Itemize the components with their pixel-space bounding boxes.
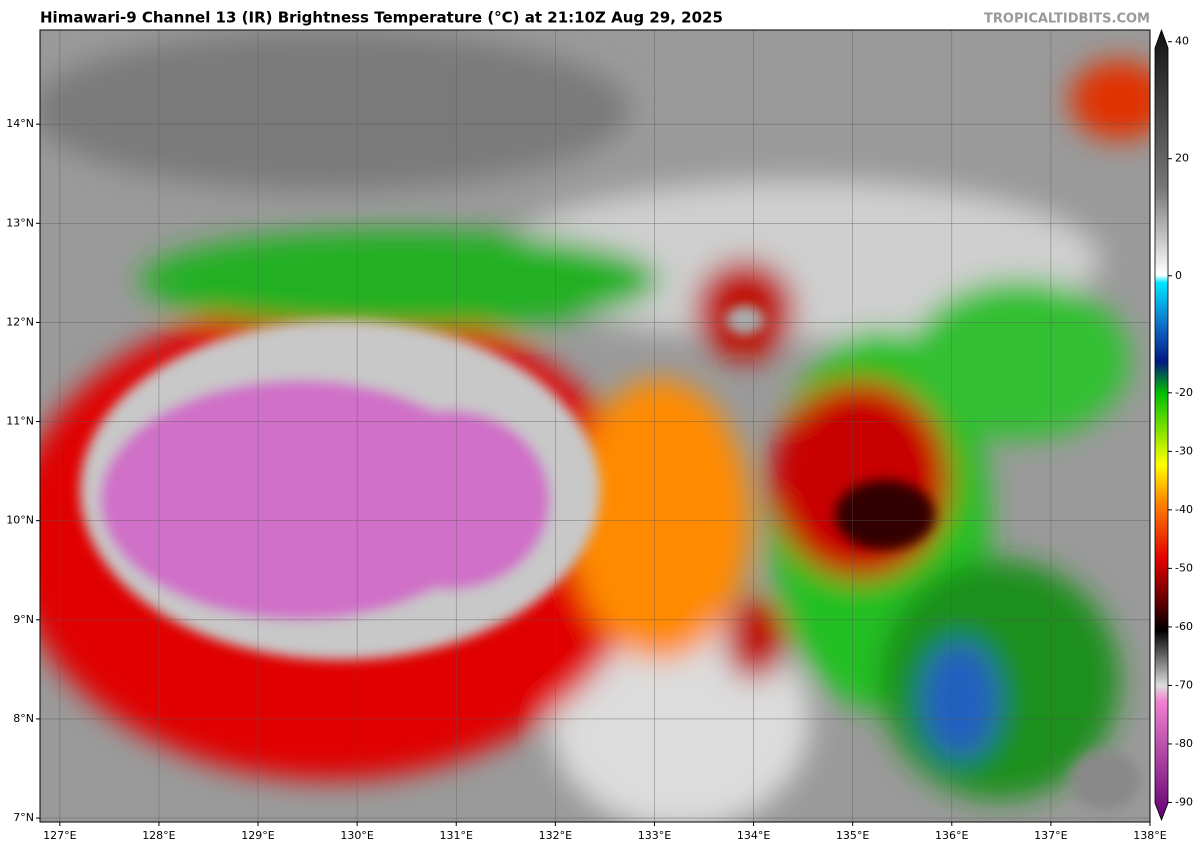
y-tick-label: 10°N (6, 514, 34, 527)
y-tick-label: 12°N (6, 315, 34, 328)
y-tick-label: 8°N (13, 712, 34, 725)
x-tick-label: 132°E (539, 829, 572, 842)
x-tick-label: 136°E (935, 829, 968, 842)
y-tick-label: 14°N (6, 117, 34, 130)
colorbar-tick-label: -50 (1175, 561, 1193, 574)
x-tick-label: 135°E (836, 829, 869, 842)
colorbar-tick-label: -60 (1175, 620, 1193, 633)
map-frame (39, 29, 1151, 823)
satellite-imagery (40, 30, 1150, 822)
colorbar-tick-label: -40 (1175, 503, 1193, 516)
x-tick-label: 137°E (1034, 829, 1067, 842)
colorbar-tick-label: -30 (1175, 444, 1193, 457)
x-tick-label: 130°E (340, 829, 373, 842)
y-tick-label: 11°N (6, 415, 34, 428)
colorbar-tick-label: -20 (1175, 386, 1193, 399)
y-tick-label: 13°N (6, 216, 34, 229)
colorbar-tick-label: -70 (1175, 678, 1193, 691)
x-tick-label: 128°E (142, 829, 175, 842)
colorbar-tick-label: 20 (1175, 152, 1189, 165)
colorbar-tick-label: 40 (1175, 35, 1189, 48)
x-tick-label: 127°E (43, 829, 76, 842)
y-tick-label: 7°N (13, 811, 34, 824)
x-tick-label: 131°E (440, 829, 473, 842)
credit: TROPICALTIDBITS.COM (984, 12, 1150, 27)
title: Himawari-9 Channel 13 (IR) Brightness Te… (40, 9, 723, 27)
colorbar (1154, 28, 1169, 822)
colorbar-tick-label: -80 (1175, 737, 1193, 750)
y-tick-label: 9°N (13, 613, 34, 626)
x-tick-label: 133°E (638, 829, 671, 842)
x-tick-label: 129°E (241, 829, 274, 842)
x-tick-label: 138°E (1133, 829, 1166, 842)
colorbar-tick-label: 0 (1175, 269, 1182, 282)
x-tick-label: 134°E (737, 829, 770, 842)
colorbar-tick-label: -90 (1175, 795, 1193, 808)
